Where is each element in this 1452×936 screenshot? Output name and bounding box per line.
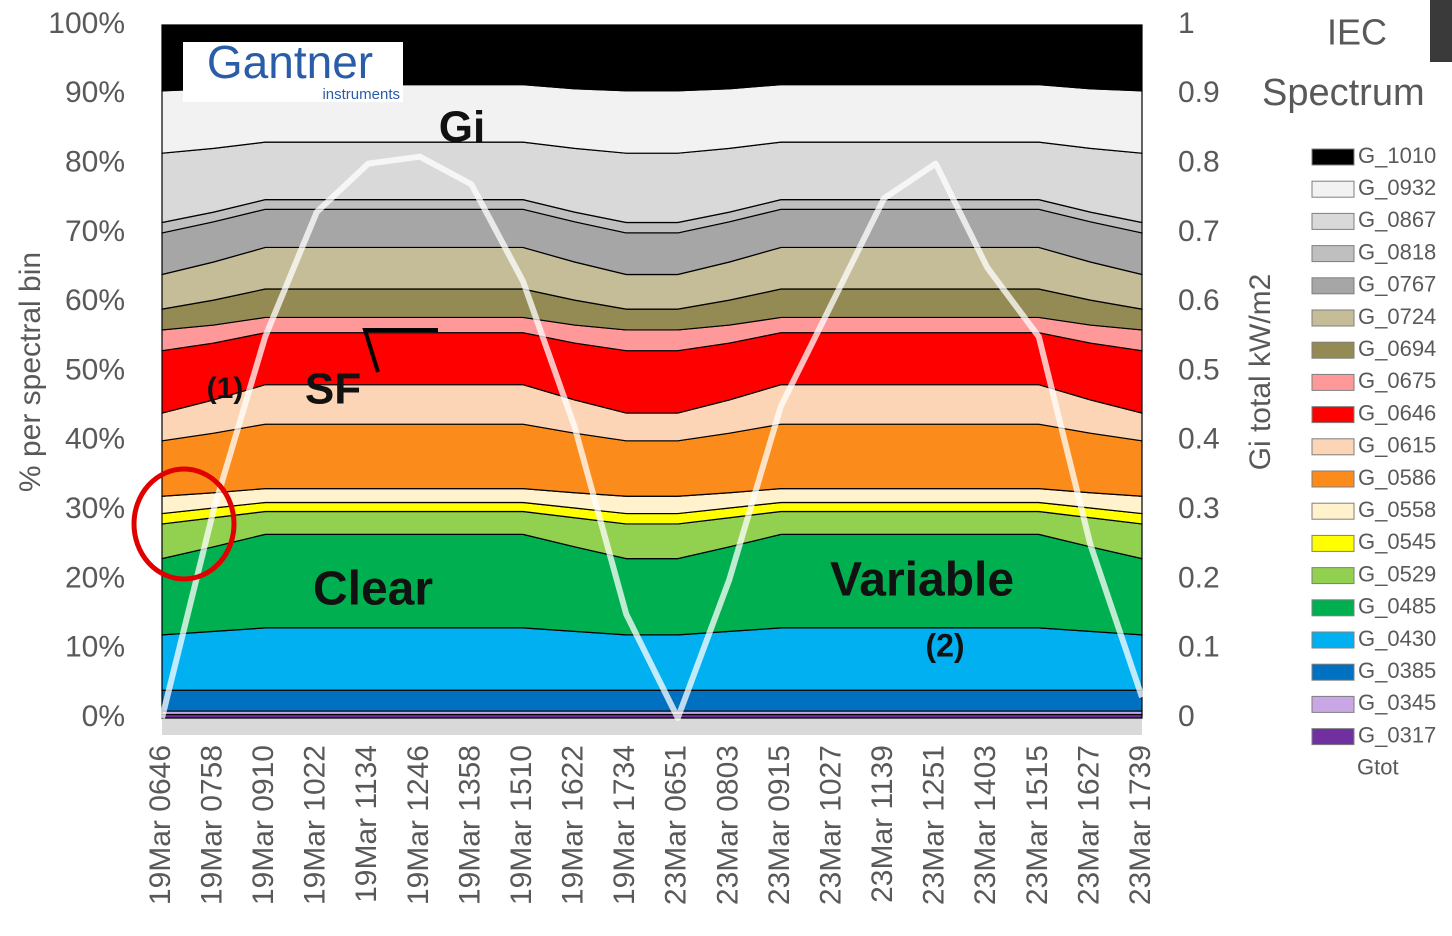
y-tick-label: 0% bbox=[82, 700, 125, 733]
legend-swatch bbox=[1312, 407, 1354, 423]
legend-swatch bbox=[1312, 439, 1354, 455]
y-axis-title: % per spectral bin bbox=[14, 252, 47, 492]
legend-label: G_0545 bbox=[1358, 529, 1436, 554]
y-tick-label: 100% bbox=[48, 7, 125, 40]
x-tick-label: 19Mar 1622 bbox=[557, 745, 590, 905]
legend-swatch bbox=[1312, 535, 1354, 551]
logo: Gantner bbox=[207, 36, 373, 88]
legend-label: G_0430 bbox=[1358, 626, 1436, 651]
y2-axis-title: Gi total kW/m2 bbox=[1244, 274, 1277, 471]
legend-swatch bbox=[1312, 246, 1354, 262]
annotation: Clear bbox=[313, 563, 433, 616]
x-tick-label: 19Mar 1358 bbox=[453, 745, 486, 905]
legend-swatch bbox=[1312, 632, 1354, 648]
y2-tick-label: 1 bbox=[1178, 7, 1195, 40]
legend-swatch bbox=[1312, 600, 1354, 616]
y-tick-label: 10% bbox=[65, 631, 125, 664]
x-tick-label: 23Mar 1139 bbox=[866, 745, 899, 903]
y-tick-label: 50% bbox=[65, 353, 125, 386]
legend-swatch bbox=[1312, 213, 1354, 229]
y2-tick-label: 0.2 bbox=[1178, 561, 1220, 594]
y-tick-label: 60% bbox=[65, 284, 125, 317]
legend-label: G_0932 bbox=[1358, 175, 1436, 200]
y-tick-label: 30% bbox=[65, 492, 125, 525]
legend-label: G_0767 bbox=[1358, 272, 1436, 297]
y2-tick-label: 0.7 bbox=[1178, 215, 1220, 248]
area bbox=[162, 628, 1142, 690]
x-tick-label: 23Mar 1403 bbox=[969, 745, 1002, 905]
legend-label: G_0818 bbox=[1358, 239, 1436, 264]
y2-tick-label: 0.9 bbox=[1178, 76, 1220, 109]
x-tick-label: 23Mar 1515 bbox=[1021, 745, 1054, 905]
logo-subtitle: instruments bbox=[322, 86, 400, 103]
legend-label: G_0867 bbox=[1358, 207, 1436, 232]
legend-label: G_0529 bbox=[1358, 561, 1436, 586]
video-corner bbox=[1430, 0, 1452, 62]
y2-tick-label: 0.6 bbox=[1178, 284, 1220, 317]
x-tick-label: 19Mar 0910 bbox=[247, 745, 280, 905]
x-tick-label: 19Mar 0646 bbox=[144, 745, 177, 905]
y-tick-label: 90% bbox=[65, 76, 125, 109]
legend-label: G_0724 bbox=[1358, 304, 1436, 329]
y2-tick-label: 0.3 bbox=[1178, 492, 1220, 525]
x-tick-label: 23Mar 1627 bbox=[1072, 745, 1105, 905]
x-tick-label: 23Mar 0803 bbox=[711, 745, 744, 905]
legend-label: G_0317 bbox=[1358, 722, 1436, 747]
legend-label: Gtot bbox=[1357, 755, 1399, 780]
y-tick-label: 70% bbox=[65, 215, 125, 248]
legend-label: G_0615 bbox=[1358, 433, 1436, 458]
annotation: Variable bbox=[830, 554, 1014, 607]
x-tick-label: 23Mar 1251 bbox=[918, 745, 951, 905]
y2-tick-label: 0.1 bbox=[1178, 631, 1220, 664]
legend-swatch bbox=[1312, 664, 1354, 680]
legend-label: G_0646 bbox=[1358, 400, 1436, 425]
x-tick-label: 19Mar 1734 bbox=[608, 745, 641, 905]
x-tick-label: 19Mar 1246 bbox=[402, 745, 435, 905]
annotation: (2) bbox=[925, 627, 964, 663]
x-tick-label: 23Mar 0915 bbox=[763, 745, 796, 905]
annotation: (1) bbox=[207, 372, 244, 405]
y-tick-label: 40% bbox=[65, 423, 125, 456]
legend-swatch bbox=[1312, 729, 1354, 745]
legend-swatch bbox=[1312, 278, 1354, 294]
legend-swatch bbox=[1312, 342, 1354, 358]
header: Spectrum bbox=[1262, 72, 1425, 114]
legend-swatch bbox=[1312, 181, 1354, 197]
x-tick-label: 19Mar 1022 bbox=[299, 745, 332, 905]
header: IEC bbox=[1327, 12, 1387, 53]
y2-tick-label: 0 bbox=[1178, 700, 1195, 733]
x-tick-label: 23Mar 1739 bbox=[1124, 745, 1157, 905]
x-tick-label: 19Mar 0758 bbox=[196, 745, 229, 905]
annotation: SF bbox=[305, 365, 361, 414]
legend-label: G_0558 bbox=[1358, 497, 1436, 522]
area bbox=[162, 690, 1142, 711]
y2-tick-label: 0.8 bbox=[1178, 146, 1220, 179]
y-tick-label: 80% bbox=[65, 146, 125, 179]
legend-swatch bbox=[1312, 503, 1354, 519]
legend-swatch bbox=[1312, 696, 1354, 712]
x-tick-label: 19Mar 1134 bbox=[350, 745, 383, 903]
legend-label: G_0385 bbox=[1358, 658, 1436, 683]
y2-tick-label: 0.4 bbox=[1178, 423, 1220, 456]
legend-swatch bbox=[1312, 568, 1354, 584]
y2-tick-label: 0.5 bbox=[1178, 353, 1220, 386]
legend-label: G_1010 bbox=[1358, 143, 1436, 168]
legend-swatch bbox=[1312, 149, 1354, 165]
chart: Gantner instruments Gi SF (1) Clear Vari… bbox=[0, 0, 1452, 936]
legend-label: G_0345 bbox=[1358, 690, 1436, 715]
legend-label: G_0586 bbox=[1358, 465, 1436, 490]
annotation: Gi bbox=[439, 103, 485, 152]
legend-label: G_0675 bbox=[1358, 368, 1436, 393]
y-tick-label: 20% bbox=[65, 561, 125, 594]
legend-label: G_0694 bbox=[1358, 336, 1436, 361]
x-tick-label: 23Mar 0651 bbox=[660, 745, 693, 905]
legend-swatch bbox=[1312, 310, 1354, 326]
legend-swatch bbox=[1312, 471, 1354, 487]
legend-label: G_0485 bbox=[1358, 594, 1436, 619]
baseline-strip bbox=[162, 718, 1142, 735]
x-tick-label: 23Mar 1027 bbox=[814, 745, 847, 905]
x-tick-label: 19Mar 1510 bbox=[505, 745, 538, 905]
legend-swatch bbox=[1312, 374, 1354, 390]
